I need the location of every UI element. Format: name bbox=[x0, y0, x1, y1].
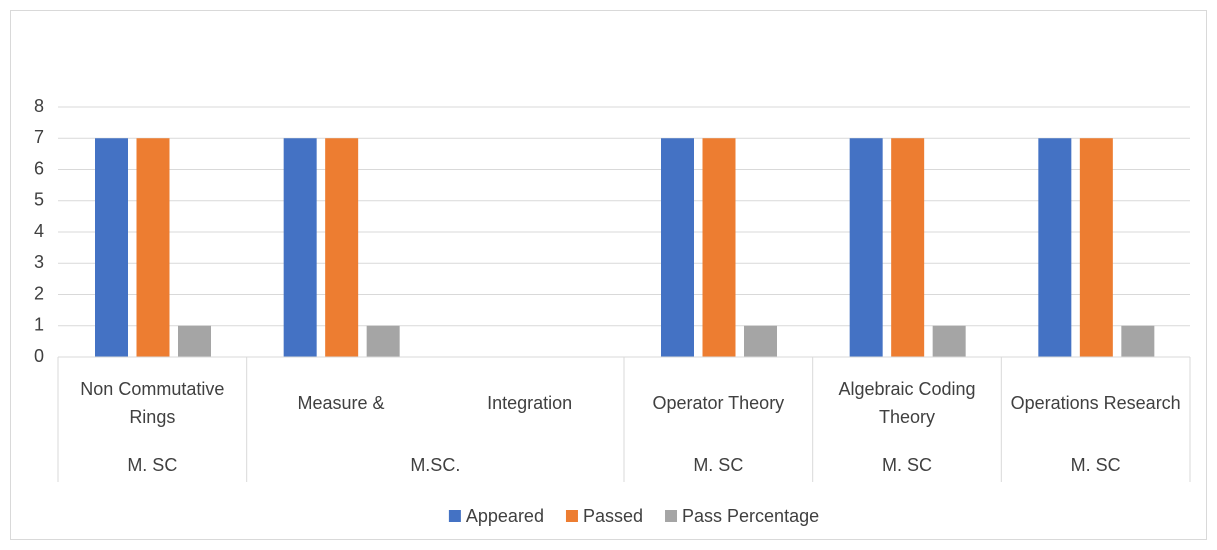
y-tick-label: 0 bbox=[34, 346, 44, 366]
y-tick-label: 6 bbox=[34, 158, 44, 178]
chart-border bbox=[10, 10, 1207, 540]
bar bbox=[932, 325, 966, 357]
legend-label: Passed bbox=[583, 506, 643, 526]
legend-swatch bbox=[665, 510, 678, 522]
y-tick-label: 4 bbox=[34, 221, 44, 241]
bar bbox=[849, 138, 883, 357]
y-tick-label: 7 bbox=[34, 127, 44, 147]
y-tick-label: 2 bbox=[34, 283, 44, 303]
y-tick-label: 5 bbox=[34, 190, 44, 210]
bar bbox=[366, 325, 400, 357]
legend-label: Pass Percentage bbox=[682, 506, 819, 526]
bar bbox=[178, 325, 211, 357]
bar bbox=[283, 138, 317, 357]
group-label: M. SC bbox=[882, 455, 932, 475]
legend-swatch bbox=[565, 510, 578, 522]
x-tick-label: Operator Theory bbox=[652, 393, 784, 413]
bar bbox=[1079, 138, 1113, 357]
bar bbox=[136, 138, 170, 357]
x-tick-label: Operations Research bbox=[1011, 393, 1181, 413]
bar bbox=[661, 138, 694, 357]
y-tick-label: 8 bbox=[34, 96, 44, 116]
legend-label: Appeared bbox=[466, 506, 544, 526]
x-tick-label: Integration bbox=[487, 393, 572, 413]
x-tick-label: Algebraic Coding Theory bbox=[838, 379, 975, 427]
group-label: M. SC bbox=[1071, 455, 1121, 475]
bar bbox=[1038, 138, 1072, 357]
bar bbox=[325, 138, 359, 357]
bar bbox=[1121, 325, 1155, 357]
bar bbox=[891, 138, 925, 357]
group-label: M.SC. bbox=[410, 455, 460, 475]
y-tick-label: 3 bbox=[34, 252, 44, 272]
bar bbox=[702, 138, 736, 357]
x-tick-label: Measure & bbox=[297, 393, 384, 413]
legend-swatch bbox=[448, 510, 461, 522]
bar bbox=[744, 325, 777, 357]
y-tick-label: 1 bbox=[34, 315, 44, 335]
group-label: M. SC bbox=[693, 455, 743, 475]
x-tick-label: Non Commutative Rings bbox=[80, 379, 224, 427]
bar bbox=[95, 138, 128, 357]
group-label: M. SC bbox=[127, 455, 177, 475]
legend: Appeared Passed Pass Percentage bbox=[448, 506, 819, 526]
